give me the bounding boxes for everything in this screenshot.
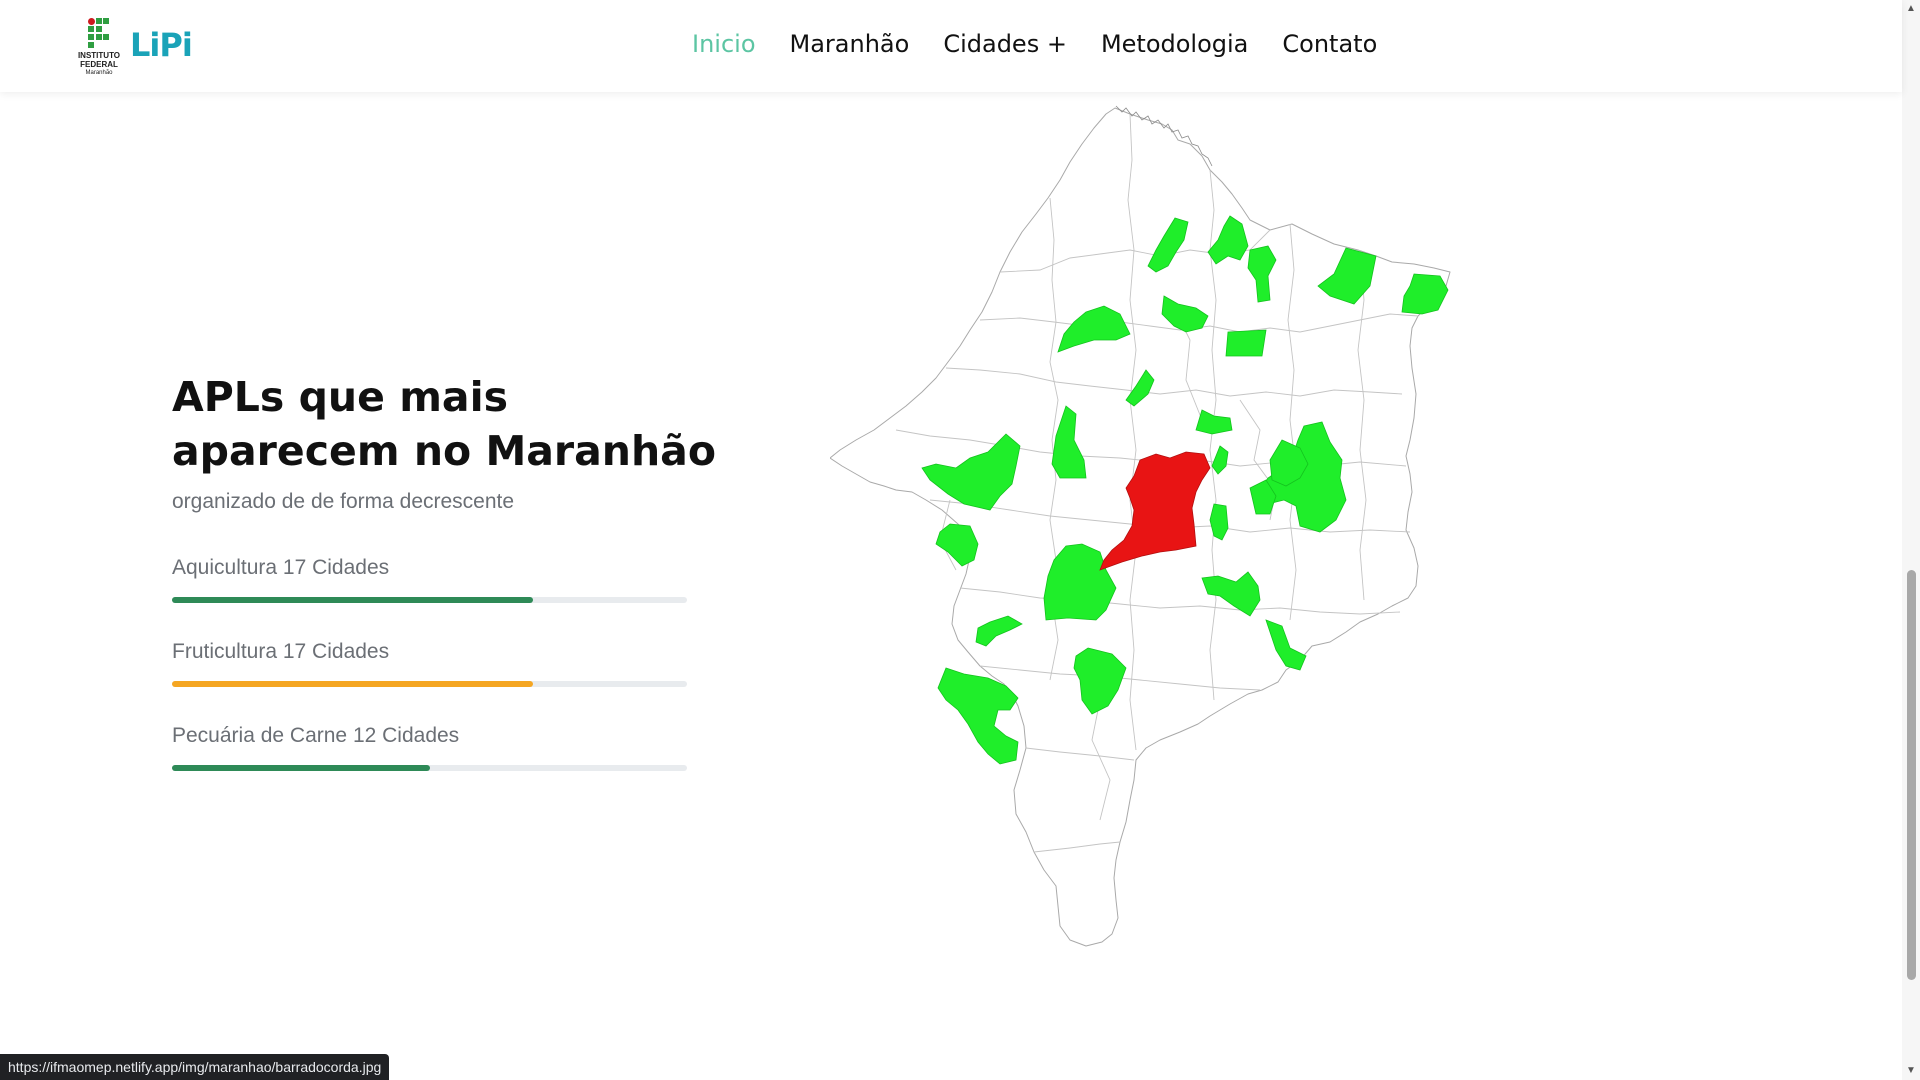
progress-fill <box>172 765 430 771</box>
municipality-shape <box>1161 295 1209 333</box>
apl-bar-fruticultura: Fruticultura 17 Cidades <box>172 640 687 687</box>
municipality-shape <box>1317 247 1377 305</box>
municipality-shape <box>1265 619 1307 671</box>
top-navbar: INSTITUTO FEDERAL Maranhão LiPi Inicio M… <box>0 0 1902 92</box>
scroll-up-icon[interactable]: ▲ <box>1906 3 1916 14</box>
municipality-shape <box>1211 445 1229 475</box>
scroll-thumb[interactable] <box>1907 570 1916 980</box>
ifma-logo[interactable]: INSTITUTO FEDERAL Maranhão <box>74 18 124 76</box>
lipi-logo[interactable]: LiPi <box>130 26 193 64</box>
nav-inicio[interactable]: Inicio <box>692 30 756 58</box>
apl-municipalities <box>921 215 1449 765</box>
municipality-shape <box>1051 405 1087 479</box>
municipality-shape <box>975 615 1023 647</box>
municipality-shape <box>1207 215 1249 265</box>
progress-track <box>172 681 687 687</box>
ifma-logo-mark <box>88 18 110 48</box>
municipality-shape <box>935 523 979 567</box>
municipality-shape <box>1147 217 1189 273</box>
municipality-shape <box>1249 479 1277 515</box>
nav-maranhao[interactable]: Maranhão <box>789 30 910 58</box>
coast-detail <box>1115 105 1213 167</box>
progress-track <box>172 597 687 603</box>
progress-fill <box>172 681 533 687</box>
municipality-shape <box>1401 273 1449 315</box>
apl-bar-label: Fruticultura 17 Cidades <box>172 640 390 663</box>
section-title: APLs que mais aparecem no Maranhão <box>172 373 717 475</box>
municipality-shape <box>937 667 1019 765</box>
main-nav: Inicio Maranhão Cidades + Metodologia Co… <box>692 30 1377 58</box>
progress-track <box>172 765 687 771</box>
municipality-shape <box>1073 647 1127 715</box>
municipality-shape <box>921 433 1021 511</box>
apl-bar-label: Aquicultura 17 Cidades <box>172 556 390 579</box>
municipality-shape <box>1269 439 1309 487</box>
municipality-shape <box>1125 369 1155 407</box>
municipality-shape <box>1201 571 1261 617</box>
apl-bar-pecuaria: Pecuária de Carne 12 Cidades <box>172 724 687 771</box>
municipality-shape <box>1043 543 1117 621</box>
ifma-logo-line1: INSTITUTO <box>77 51 121 60</box>
progress-fill <box>172 597 533 603</box>
ifma-logo-line3: Maranhão <box>85 70 113 76</box>
municipality-shape <box>1057 305 1131 353</box>
municipality-shape <box>1225 329 1267 357</box>
municipality-shape <box>1247 245 1277 303</box>
nav-cidades[interactable]: Cidades + <box>943 30 1067 58</box>
nav-metodologia[interactable]: Metodologia <box>1100 30 1249 58</box>
scrollbar[interactable]: ▲ ▼ <box>1902 0 1920 1080</box>
status-bar-link: https://ifmaomep.netlify.app/img/maranha… <box>0 1054 390 1080</box>
municipality-shape <box>1195 409 1233 435</box>
maranhao-map[interactable] <box>830 100 1560 1040</box>
nav-contato[interactable]: Contato <box>1282 30 1378 58</box>
municipality-shape <box>1209 503 1229 541</box>
ifma-logo-line2: FEDERAL <box>80 60 118 69</box>
highlighted-municipality <box>1099 451 1211 571</box>
apl-bar-label: Pecuária de Carne 12 Cidades <box>172 724 460 747</box>
scroll-down-icon[interactable]: ▼ <box>1906 1065 1916 1076</box>
apl-bar-aquicultura: Aquicultura 17 Cidades <box>172 556 687 603</box>
section-subtitle: organizado de de forma decrescente <box>172 490 515 513</box>
